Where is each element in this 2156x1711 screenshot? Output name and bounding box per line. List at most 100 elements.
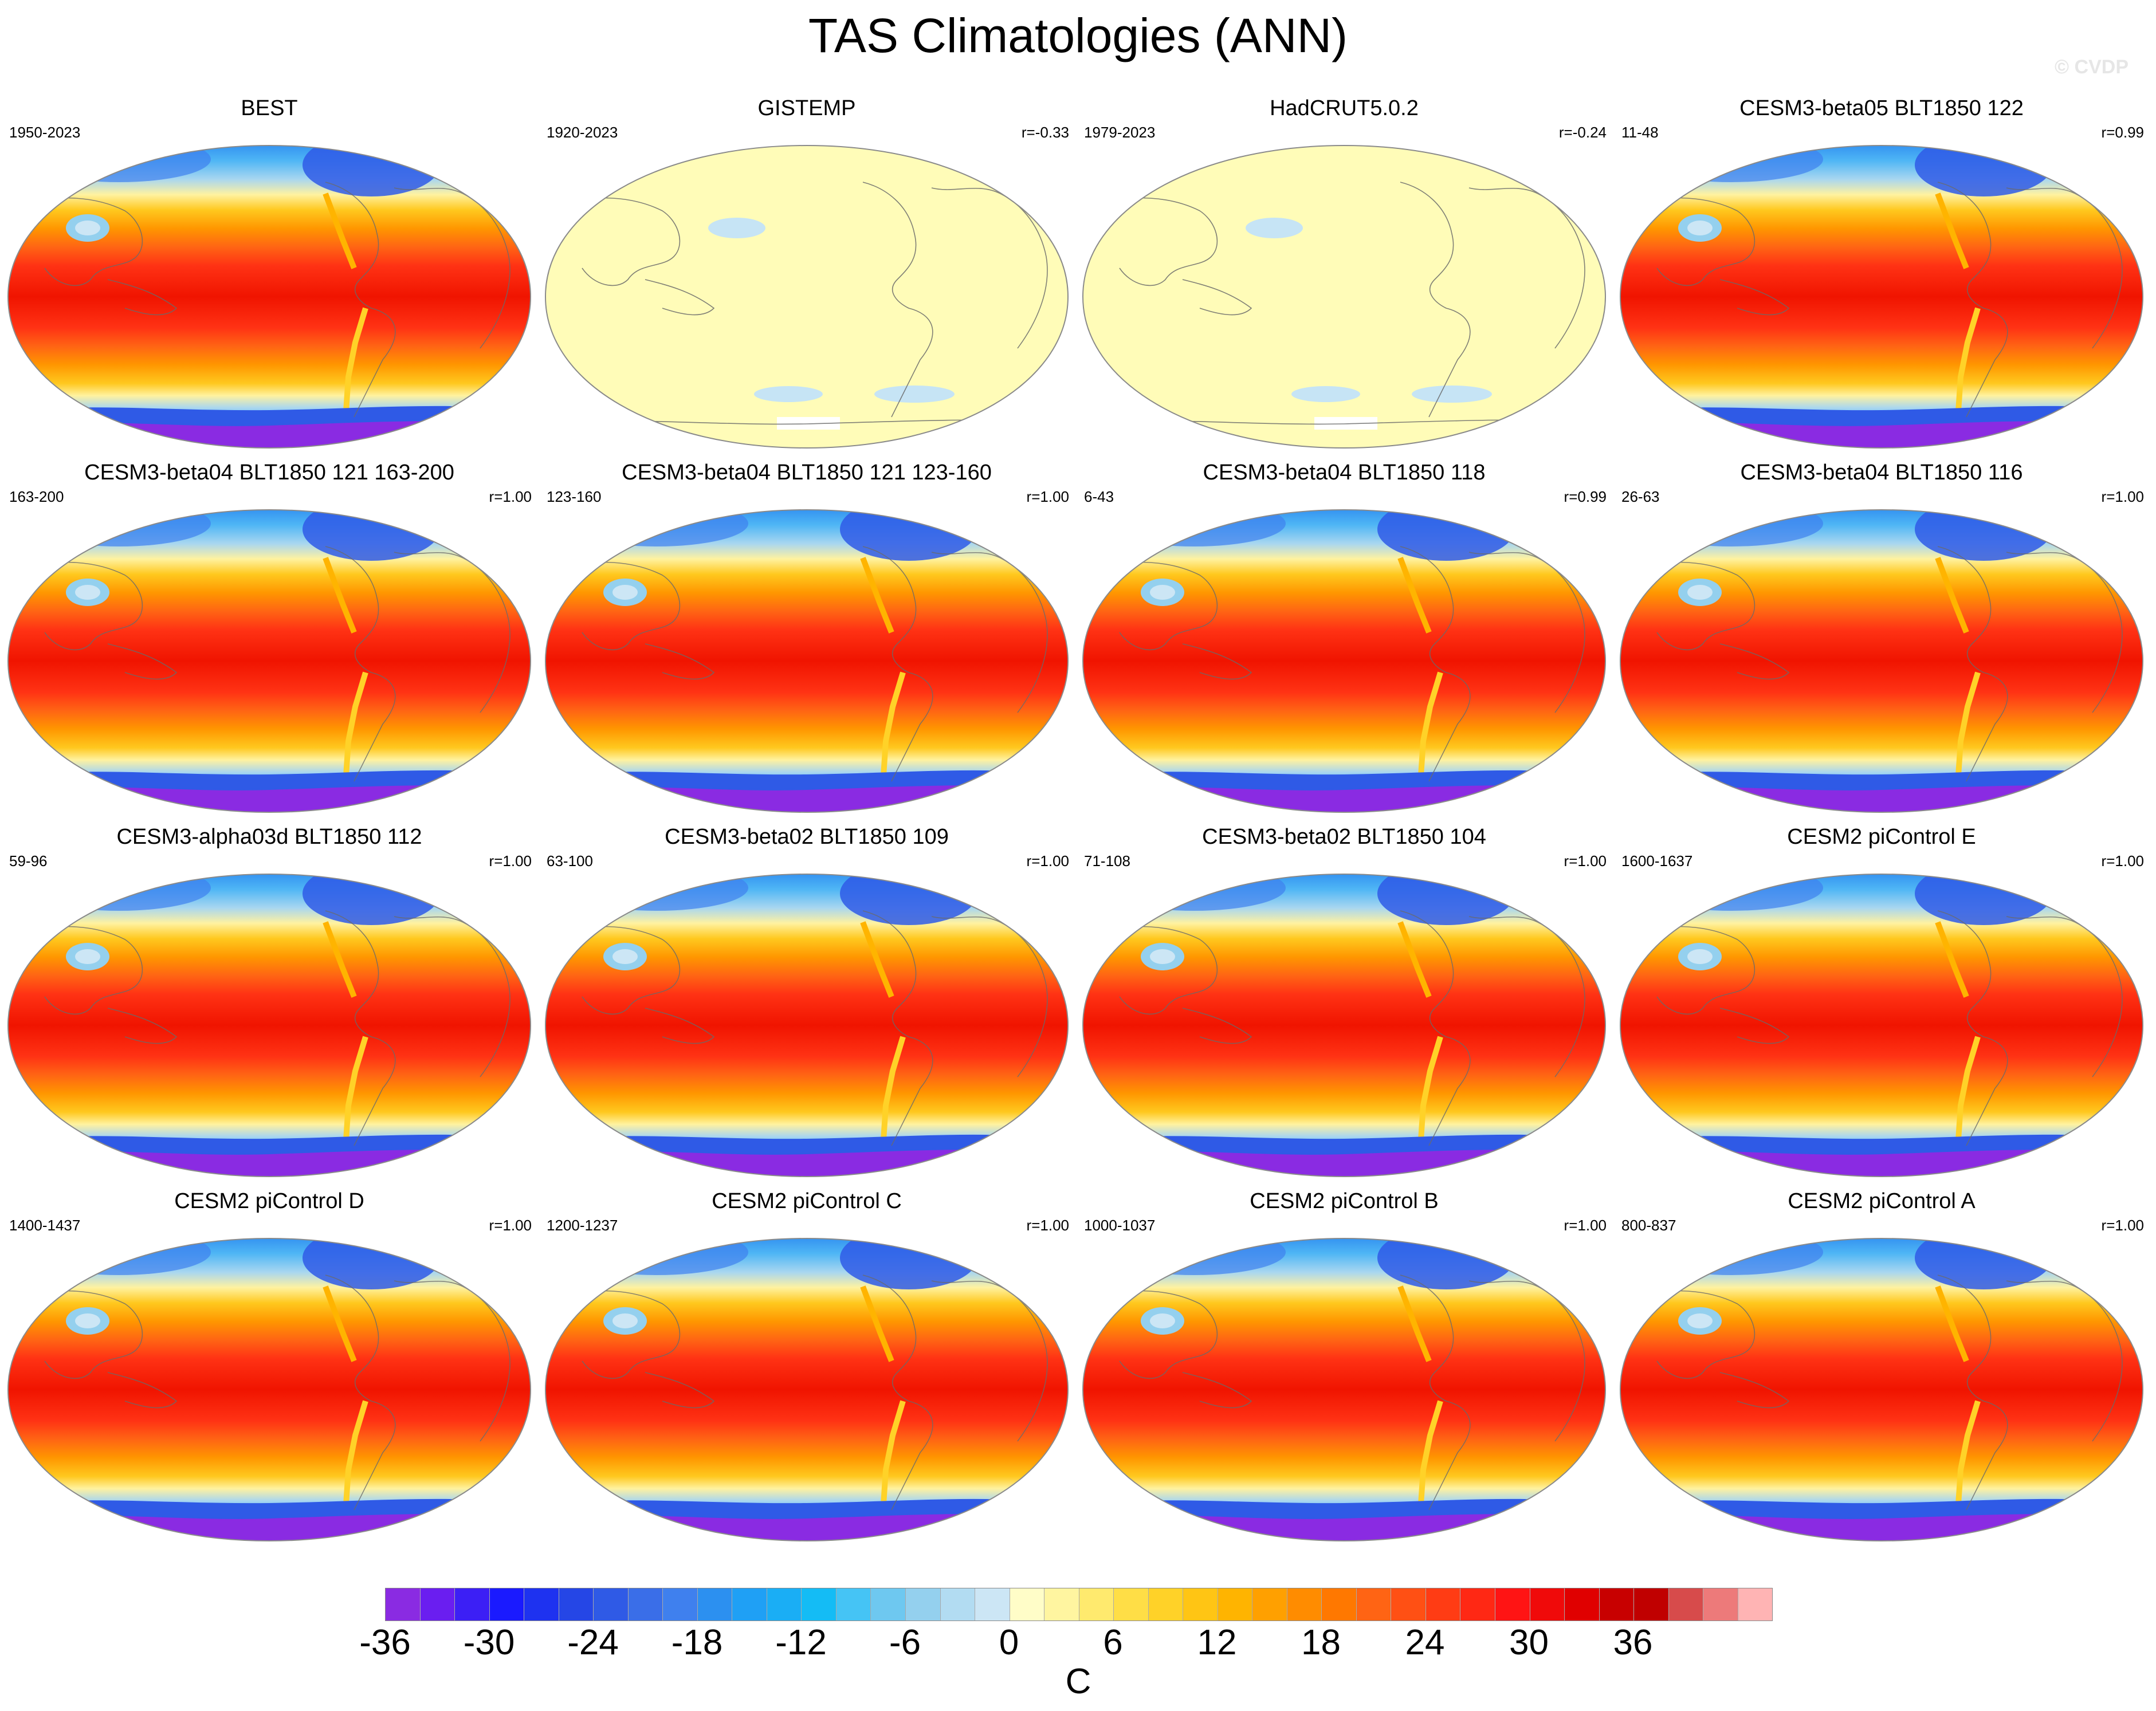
colorbar-box	[1010, 1588, 1045, 1620]
map-panel: CESM2 piControl B 1000-1037 r=1.00	[1075, 1189, 1613, 1544]
world-map	[1082, 509, 1607, 813]
panel-period: 26-63	[1621, 488, 1660, 505]
panel-period: 1979-2023	[1084, 124, 1156, 141]
map-panel: CESM3-beta04 BLT1850 116 26-63 r=1.00	[1612, 461, 2151, 816]
panel-title: HadCRUT5.0.2	[1270, 96, 1419, 120]
colorbar-tick-label: 0	[999, 1623, 1019, 1662]
panel-period: 11-48	[1621, 124, 1659, 141]
colorbar-box	[975, 1588, 1010, 1620]
colorbar-box	[802, 1588, 837, 1620]
colorbar-box	[1425, 1588, 1461, 1620]
colorbar-box	[1460, 1588, 1495, 1620]
watermark: © CVDP	[2055, 56, 2128, 78]
panel-correlation: r=1.00	[1026, 852, 1069, 870]
world-map	[1619, 873, 2144, 1178]
colorbar-box	[1114, 1588, 1149, 1620]
panel-title: BEST	[241, 96, 298, 120]
colorbar-tick-label: -12	[775, 1623, 827, 1662]
colorbar-box	[1703, 1588, 1738, 1620]
world-map	[7, 144, 532, 449]
colorbar-box	[1738, 1588, 1773, 1620]
map-panel: CESM2 piControl C 1200-1237 r=1.00	[537, 1189, 1076, 1544]
map-panel: CESM2 piControl A 800-837 r=1.00	[1612, 1189, 2151, 1544]
panel-correlation: r=0.99	[1564, 488, 1607, 505]
map-panel: CESM2 piControl E 1600-1637 r=1.00	[1612, 825, 2151, 1180]
panel-title: CESM3-beta04 BLT1850 118	[1203, 461, 1486, 485]
world-map	[544, 509, 1069, 813]
colorbar-box	[1668, 1588, 1704, 1620]
panel-correlation: r=1.00	[489, 488, 532, 505]
panel-period: 1200-1237	[547, 1217, 618, 1234]
colorbar-box	[386, 1588, 421, 1620]
colorbar-box	[1565, 1588, 1600, 1620]
colorbar-box	[1079, 1588, 1114, 1620]
panel-title: CESM3-beta04 BLT1850 121 163-200	[84, 461, 454, 485]
panel-title: CESM2 piControl D	[174, 1189, 364, 1213]
colorbar-box	[905, 1588, 941, 1620]
world-map	[1082, 873, 1607, 1178]
colorbar-box	[1287, 1588, 1322, 1620]
panel-title: CESM2 piControl B	[1250, 1189, 1439, 1213]
map-panel: CESM3-alpha03d BLT1850 112 59-96 r=1.00	[0, 825, 539, 1180]
panel-period: 71-108	[1084, 852, 1130, 870]
panel-correlation: r=1.00	[1564, 852, 1607, 870]
map-panel: CESM3-beta04 BLT1850 121 123-160 123-160…	[537, 461, 1076, 816]
colorbar-box	[1495, 1588, 1530, 1620]
world-map	[7, 873, 532, 1178]
panel-period: 1000-1037	[1084, 1217, 1156, 1234]
colorbar-box	[1530, 1588, 1565, 1620]
map-panel: GISTEMP 1920-2023 r=-0.33	[537, 96, 1076, 451]
map-panel: CESM3-beta02 BLT1850 109 63-100 r=1.00	[537, 825, 1076, 1180]
panel-correlation: r=1.00	[2101, 488, 2144, 505]
colorbar-tick-label: 18	[1301, 1623, 1341, 1662]
panel-correlation: r=1.00	[1564, 1217, 1607, 1234]
colorbar-box	[1391, 1588, 1426, 1620]
colorbar-box	[732, 1588, 767, 1620]
panel-correlation: r=-0.33	[1021, 124, 1069, 141]
map-panel: CESM3-beta02 BLT1850 104 71-108 r=1.00	[1075, 825, 1613, 1180]
panel-period: 59-96	[9, 852, 48, 870]
colorbar-box	[1634, 1588, 1669, 1620]
colorbar-box	[594, 1588, 629, 1620]
map-panel: CESM3-beta04 BLT1850 121 163-200 163-200…	[0, 461, 539, 816]
colorbar-box	[663, 1588, 698, 1620]
colorbar-tick-label: 12	[1197, 1623, 1237, 1662]
panel-period: 63-100	[547, 852, 593, 870]
panel-correlation: r=1.00	[2101, 852, 2144, 870]
colorbar-tick-label: -36	[359, 1623, 411, 1662]
panel-title: CESM3-beta04 BLT1850 116	[1740, 461, 2023, 485]
figure-title: TAS Climatologies (ANN)	[808, 9, 1348, 62]
panel-period: 1950-2023	[9, 124, 81, 141]
panel-correlation: r=1.00	[1026, 488, 1069, 505]
panel-correlation: r=1.00	[489, 1217, 532, 1234]
map-panel: CESM3-beta04 BLT1850 118 6-43 r=0.99	[1075, 461, 1613, 816]
map-panel: BEST 1950-2023	[0, 96, 539, 451]
colorbar-box	[767, 1588, 802, 1620]
panel-period: 6-43	[1084, 488, 1114, 505]
panel-period: 123-160	[547, 488, 602, 505]
colorbar-box	[420, 1588, 455, 1620]
panel-period: 163-200	[9, 488, 64, 505]
world-map	[7, 1237, 532, 1542]
panel-title: CESM3-beta04 BLT1850 121 123-160	[622, 461, 992, 485]
colorbar-box	[1322, 1588, 1357, 1620]
panel-correlation: r=1.00	[1026, 1217, 1069, 1234]
world-map	[1619, 1237, 2144, 1542]
panel-title: CESM3-beta02 BLT1850 104	[1202, 825, 1486, 849]
colorbar-box	[628, 1588, 663, 1620]
colorbar-box	[940, 1588, 976, 1620]
panel-title: CESM3-beta05 BLT1850 122	[1739, 96, 2024, 120]
colorbar-box	[1218, 1588, 1253, 1620]
panel-title: CESM3-alpha03d BLT1850 112	[116, 825, 422, 849]
colorbar-box	[1252, 1588, 1287, 1620]
colorbar-box	[871, 1588, 906, 1620]
panel-title: CESM2 piControl C	[712, 1189, 902, 1213]
colorbar-box	[1148, 1588, 1184, 1620]
world-map	[7, 509, 532, 813]
colorbar-box	[524, 1588, 559, 1620]
colorbar-tick-label: -30	[463, 1623, 515, 1662]
colorbar-box	[559, 1588, 594, 1620]
colorbar-tick-label: -18	[671, 1623, 723, 1662]
panel-title: CESM2 piControl E	[1787, 825, 1976, 849]
colorbar-box	[697, 1588, 733, 1620]
